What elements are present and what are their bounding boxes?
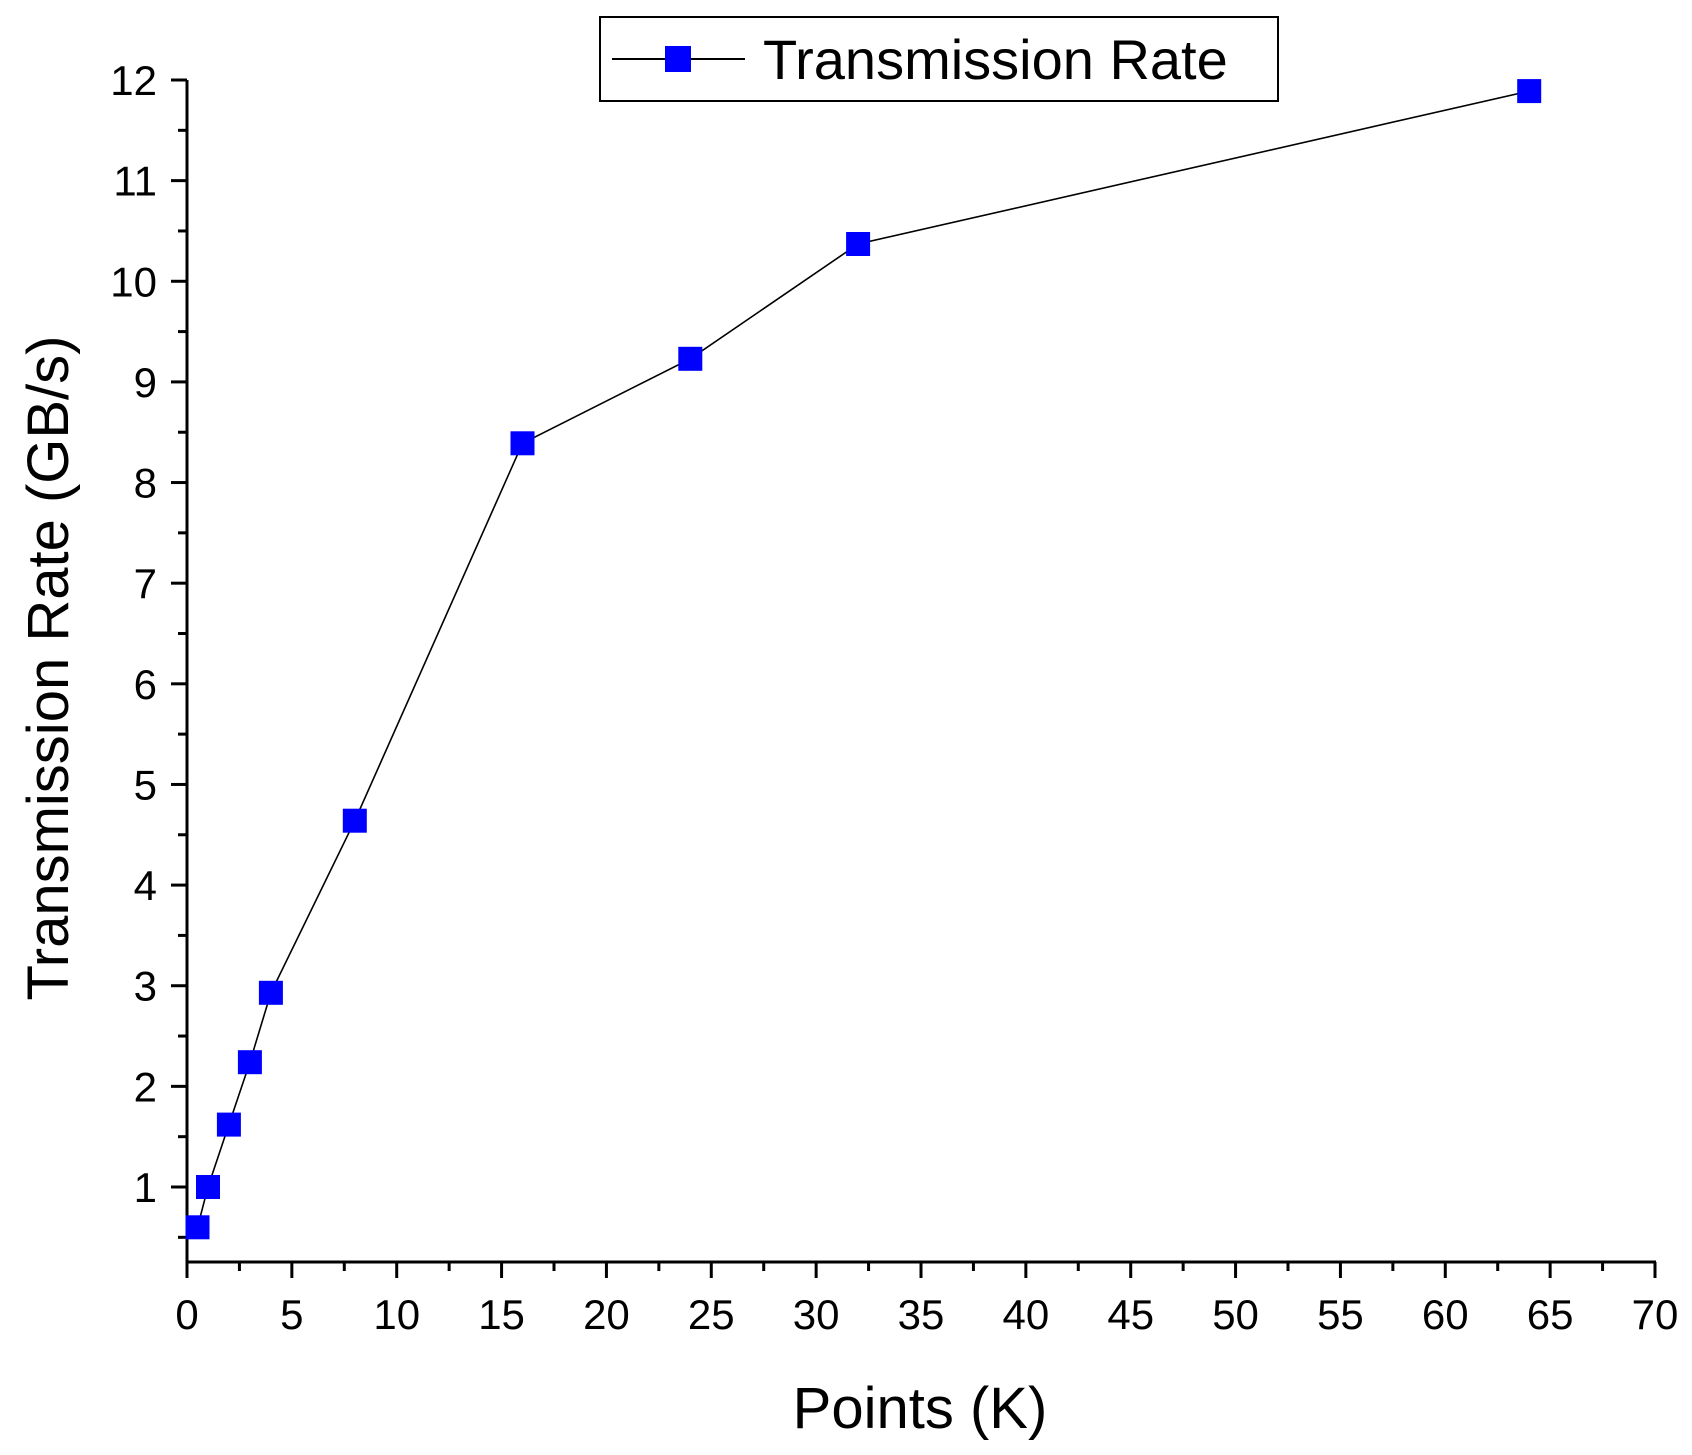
data-point-marker (846, 232, 871, 256)
data-point-marker (1517, 79, 1542, 104)
y-tick-label: 4 (134, 862, 157, 909)
data-point-marker (196, 1175, 220, 1199)
x-axis-title: Points (K) (793, 1376, 1048, 1441)
y-tick-label: 7 (134, 560, 157, 607)
y-tick-label: 2 (134, 1063, 157, 1110)
x-tick-label: 30 (793, 1291, 840, 1338)
axes (185, 80, 1656, 1264)
series-line (196, 90, 1530, 1228)
data-point-marker (258, 980, 283, 1005)
data-point-marker (237, 1050, 262, 1075)
x-tick-label: 45 (1107, 1291, 1154, 1338)
x-tick-label: 55 (1317, 1291, 1364, 1338)
legend-label: Transmission Rate (763, 28, 1228, 91)
y-tick-label: 10 (110, 258, 157, 305)
y-axis-title: Transmission Rate (GB/s) (16, 336, 81, 1001)
y-tick-label: 5 (134, 761, 157, 808)
data-point-marker (185, 1215, 210, 1240)
legend: Transmission Rate (599, 16, 1279, 102)
data-point-marker (216, 1112, 241, 1137)
y-tick-label: 3 (134, 963, 157, 1010)
x-ticks: 0 5 10 15 20 25 30 35 40 45 50 55 60 65 70 (175, 1262, 1678, 1338)
x-tick-label: 10 (373, 1291, 420, 1338)
legend-marker-square (665, 46, 691, 72)
y-tick-label: 12 (110, 57, 157, 104)
data-point-marker (510, 431, 535, 456)
x-tick-label: 25 (688, 1291, 735, 1338)
y-tick-label: 8 (134, 460, 157, 507)
series-layer (185, 79, 1542, 1240)
data-point-marker (342, 808, 367, 833)
x-tick-label: 70 (1632, 1291, 1679, 1338)
x-tick-label: 60 (1422, 1291, 1469, 1338)
x-tick-label: 50 (1212, 1291, 1259, 1338)
x-tick-label: 65 (1527, 1291, 1574, 1338)
x-tick-label: 20 (583, 1291, 630, 1338)
x-tick-label: 0 (175, 1291, 198, 1338)
data-point-marker (678, 346, 703, 371)
y-tick-label: 1 (134, 1164, 157, 1211)
y-tick-label: 9 (134, 359, 157, 406)
y-tick-label: 6 (134, 661, 157, 708)
x-tick-label: 15 (478, 1291, 525, 1338)
x-tick-label: 35 (898, 1291, 945, 1338)
y-tick-label: 11 (113, 158, 157, 205)
x-tick-label: 5 (280, 1291, 303, 1338)
x-tick-label: 40 (1002, 1291, 1049, 1338)
